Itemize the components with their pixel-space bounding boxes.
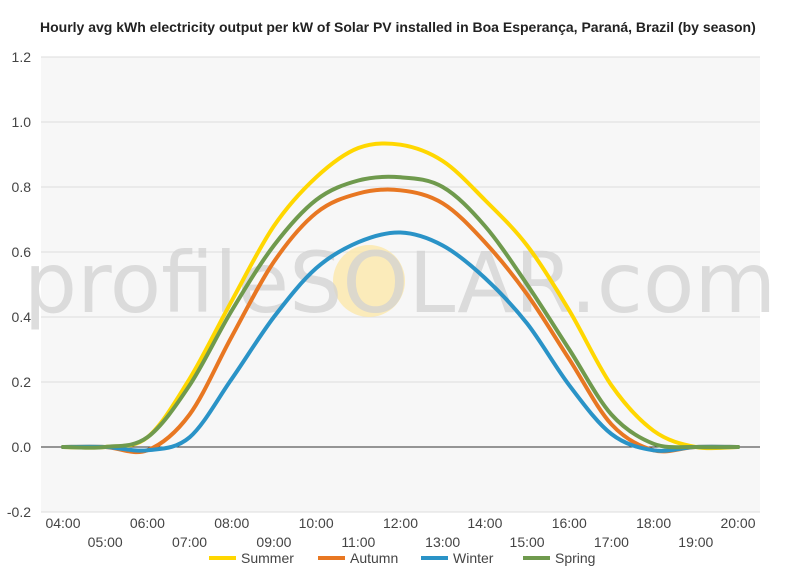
y-tick-label: 0.8 <box>12 179 32 195</box>
x-tick-label: 19:00 <box>678 534 713 550</box>
y-tick-label: 0.2 <box>12 374 32 390</box>
y-tick-label: -0.2 <box>7 504 31 520</box>
x-tick-label: 12:00 <box>383 515 418 531</box>
y-tick-label: 0.4 <box>12 309 32 325</box>
x-tick-label: 05:00 <box>88 534 123 550</box>
x-tick-label: 16:00 <box>552 515 587 531</box>
series-line-winter <box>61 230 740 453</box>
series-line-summer <box>61 141 740 451</box>
series-line-autumn <box>61 187 740 455</box>
watermark-text: profileSOLAR.com <box>24 234 776 332</box>
legend-label-autumn: Autumn <box>350 550 398 566</box>
x-tick-label: 09:00 <box>256 534 291 550</box>
y-tick-label: 1.2 <box>12 49 32 65</box>
legend-label-spring: Spring <box>555 550 595 566</box>
y-tick-label: 0.0 <box>12 439 32 455</box>
watermark-sun-icon <box>333 245 405 317</box>
series-line-spring <box>61 174 740 450</box>
x-tick-label: 15:00 <box>510 534 545 550</box>
chart-title: Hourly avg kWh electricity output per kW… <box>40 19 756 35</box>
x-tick-label: 17:00 <box>594 534 629 550</box>
y-tick-label: 1.0 <box>12 114 32 130</box>
legend-label-winter: Winter <box>453 550 494 566</box>
x-tick-label: 07:00 <box>172 534 207 550</box>
x-tick-label: 11:00 <box>341 534 375 550</box>
x-tick-label: 04:00 <box>45 515 80 531</box>
x-tick-label: 10:00 <box>299 515 334 531</box>
x-tick-label: 06:00 <box>130 515 165 531</box>
y-tick-label: 0.6 <box>12 244 32 260</box>
legend-label-summer: Summer <box>241 550 294 566</box>
x-tick-label: 08:00 <box>214 515 249 531</box>
x-tick-label: 13:00 <box>425 534 460 550</box>
x-tick-label: 18:00 <box>636 515 671 531</box>
x-tick-label: 20:00 <box>720 515 755 531</box>
x-tick-label: 14:00 <box>467 515 502 531</box>
